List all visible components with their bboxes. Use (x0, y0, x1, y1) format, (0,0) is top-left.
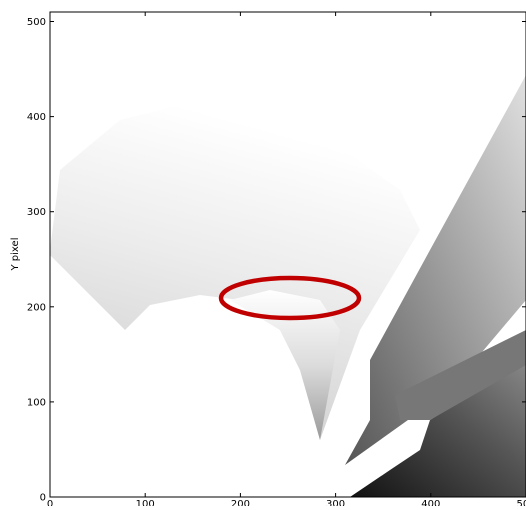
y-axis-label: Y pixel (10, 238, 21, 272)
x-tick-label: 500 (516, 499, 526, 506)
x-tick-label: 400 (421, 499, 440, 506)
y-tick-label: 400 (27, 112, 46, 123)
y-tick-label: 300 (27, 207, 46, 218)
chart: Y pixel 0 100 200 300 400 500 0 100 200 300 400 500 (0, 0, 526, 506)
y-tick-label: 500 (27, 17, 46, 28)
x-tick-label: 200 (231, 499, 250, 506)
y-tick-label: 200 (27, 302, 46, 313)
x-tick-label: 100 (136, 499, 155, 506)
image-content (50, 75, 526, 497)
y-tick-label: 0 (40, 493, 46, 504)
x-tick-label: 0 (47, 499, 53, 506)
x-tick-label: 300 (326, 499, 345, 506)
y-tick-label: 100 (27, 397, 46, 408)
